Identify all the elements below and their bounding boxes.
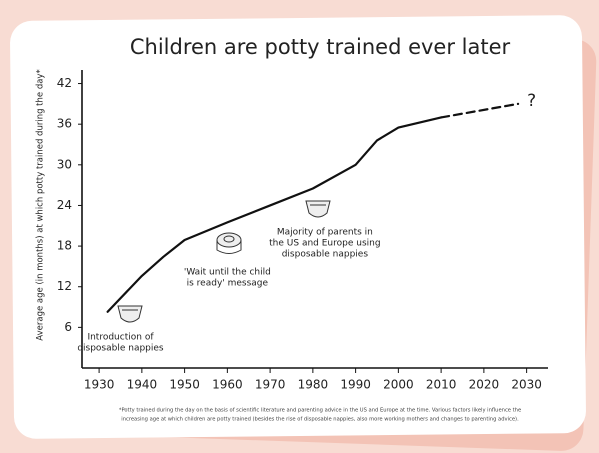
y-tick-label: 42 <box>57 76 72 90</box>
x-tick-label: 2010 <box>426 378 457 392</box>
footnote: increasing age at which children are pot… <box>121 417 519 423</box>
card <box>10 15 586 439</box>
x-tick-label: 1960 <box>212 378 243 392</box>
x-tick-label: 1940 <box>127 378 158 392</box>
nappy-icon <box>117 305 143 323</box>
potty-icon <box>216 232 242 254</box>
y-tick-label: 18 <box>57 239 72 253</box>
x-tick-label: 2030 <box>511 378 542 392</box>
y-axis-label: Average age (in months) at which potty t… <box>36 69 46 340</box>
annotation: disposable nappies <box>282 250 369 260</box>
x-tick-label: 1950 <box>169 378 200 392</box>
annotation: 'Wait until the child <box>184 268 271 278</box>
annotation: disposable nappies <box>77 344 164 354</box>
y-tick-label: 24 <box>57 198 72 212</box>
series-line <box>440 102 520 119</box>
y-tick-label: 36 <box>57 117 72 131</box>
x-tick-label: 2000 <box>383 378 414 392</box>
end-marker: ? <box>527 91 536 111</box>
annotation: Majority of parents in <box>277 228 373 238</box>
annotation: is ready' message <box>187 279 269 289</box>
annotation: Introduction of <box>87 333 154 343</box>
x-tick-label: 1970 <box>255 378 286 392</box>
x-tick-label: 1980 <box>298 378 329 392</box>
x-tick-label: 2020 <box>469 378 500 392</box>
annotation: the US and Europe using <box>269 239 380 249</box>
x-tick-label: 1990 <box>340 378 371 392</box>
nappy-icon <box>305 200 331 218</box>
y-tick-label: 30 <box>57 157 72 171</box>
x-tick-label: 1930 <box>84 378 115 392</box>
chart-title: Children are potty trained ever later <box>130 35 511 59</box>
footnote: *Potty trained during the day on the bas… <box>119 408 521 414</box>
y-tick-label: 12 <box>57 279 72 293</box>
y-tick-label: 6 <box>64 320 72 334</box>
series-line <box>106 116 443 313</box>
